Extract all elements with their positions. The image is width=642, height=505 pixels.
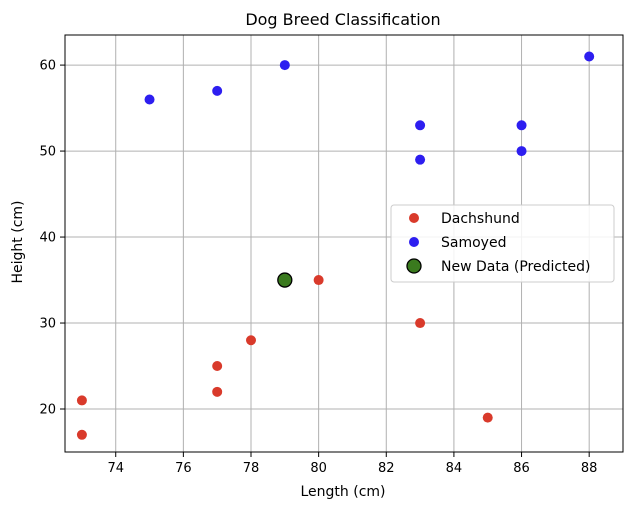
x-tick-label: 80 <box>310 461 327 476</box>
chart-title: Dog Breed Classification <box>245 10 440 29</box>
x-tick-label: 74 <box>107 461 124 476</box>
x-axis-label: Length (cm) <box>301 484 386 500</box>
plot-area-frame <box>64 34 624 453</box>
x-tick-label: 86 <box>513 461 530 476</box>
x-tick-label: 82 <box>378 461 395 476</box>
predicted-point <box>277 272 293 288</box>
data-point-dachshund <box>482 412 493 423</box>
x-tick-label: 78 <box>243 461 260 476</box>
legend: Dachshund Samoyed New Data (Predicted) <box>390 204 615 283</box>
legend-marker <box>406 258 422 274</box>
data-point-samoyed <box>144 94 155 105</box>
y-axis-label: Height (cm) <box>10 201 26 284</box>
legend-marker <box>409 237 419 247</box>
y-tick-label: 60 <box>39 59 56 74</box>
x-tick-label: 76 <box>175 461 192 476</box>
data-point-samoyed <box>415 154 426 165</box>
data-point-dachshund <box>212 386 223 397</box>
data-points <box>76 51 595 440</box>
legend-label: Samoyed <box>441 235 506 251</box>
data-point-samoyed <box>584 51 595 62</box>
data-point-dachshund <box>246 335 256 346</box>
legend-label: Dachshund <box>441 211 520 227</box>
data-point-dachshund <box>76 395 87 406</box>
x-tick-label: 88 <box>581 461 598 476</box>
data-point-dachshund <box>313 275 324 286</box>
y-tick-label: 30 <box>39 317 56 332</box>
data-point-samoyed <box>415 120 426 131</box>
data-point-dachshund <box>212 361 223 372</box>
data-point-dachshund <box>415 318 426 329</box>
y-tick-label: 20 <box>39 403 56 418</box>
y-tick-label: 40 <box>39 231 56 246</box>
legend-box <box>390 204 615 283</box>
x-tick-label: 84 <box>446 461 463 476</box>
legend-marker <box>409 213 419 223</box>
axis-ticks: 74 76 78 80 82 84 86 88 20 30 40 50 60 <box>39 59 597 476</box>
data-point-samoyed <box>516 120 527 131</box>
data-point-samoyed <box>212 85 223 96</box>
data-point-samoyed <box>516 146 527 157</box>
data-point-samoyed <box>279 60 290 71</box>
y-tick-label: 50 <box>39 145 56 160</box>
legend-label: New Data (Predicted) <box>441 259 591 275</box>
data-point-dachshund <box>76 429 87 440</box>
